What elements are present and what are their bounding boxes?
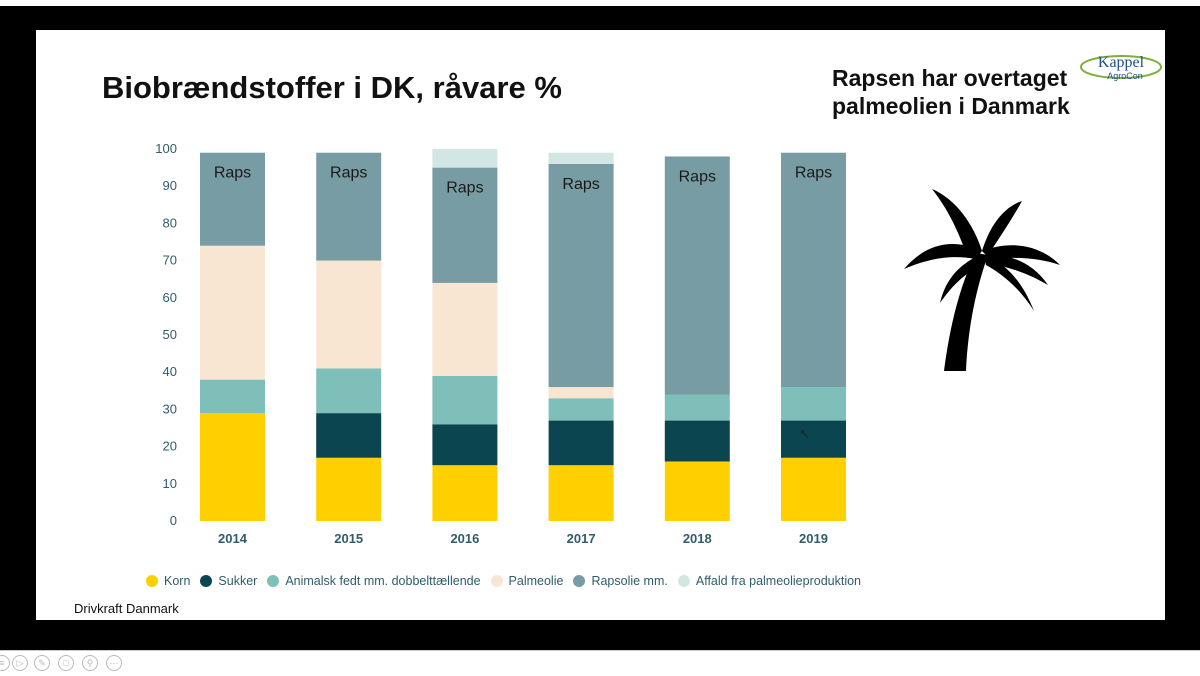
bar-segment-palmeolie-2014 xyxy=(200,245,265,380)
presentation-slide: Biobrændstoffer i DK, råvare % Rapsen ha… xyxy=(36,30,1165,620)
legend-label: Korn xyxy=(164,574,191,588)
legend-item-affald: Affald fra palmeolieproduktion xyxy=(677,574,862,588)
bar-annotation: Raps xyxy=(679,168,716,185)
chart-legend: Korn Sukker Animalsk fedt mm. dobbelttælle… xyxy=(146,573,871,589)
bar-annotation: Raps xyxy=(562,176,599,193)
bar-segment-animalsk-2014 xyxy=(200,379,265,414)
bar-annotation: Raps xyxy=(795,165,832,182)
bar-segment-rapsolie-2019 xyxy=(781,152,846,388)
logo-line-2: AgroCon xyxy=(1107,71,1143,81)
legend-swatch xyxy=(267,575,280,587)
bar-segment-animalsk-2019 xyxy=(781,387,846,421)
slide-menu-icon[interactable]: ≡ xyxy=(0,655,10,671)
bar-segment-palmeolie-2016 xyxy=(432,282,498,376)
legend-label: Affald fra palmeolieproduktion xyxy=(695,574,862,588)
y-tick-label: 70 xyxy=(163,253,177,268)
bar-segment-animalsk-2017 xyxy=(548,398,614,421)
bar-segment-animalsk-2018 xyxy=(664,394,730,421)
bar-segment-animalsk-2015 xyxy=(316,368,382,414)
zoom-icon[interactable]: ⚲ xyxy=(82,655,98,671)
y-tick-label: 40 xyxy=(163,364,177,379)
bar-segment-korn-2016 xyxy=(432,465,498,521)
bar-segment-rapsolie-2014 xyxy=(200,152,265,246)
bar-segment-sukker-2017 xyxy=(548,420,614,466)
logo-line-1: Kappel xyxy=(1098,54,1145,71)
bar-segment-korn-2014 xyxy=(200,413,265,521)
subtitle-line-2: palmeolien i Danmark xyxy=(832,93,1070,119)
slide-subtitle: Rapsen har overtaget palmeolien i Danmar… xyxy=(832,64,1132,120)
y-tick-label: 10 xyxy=(163,476,177,491)
subtitle-line-1: Rapsen har overtaget xyxy=(832,65,1068,91)
bar-segment-korn-2018 xyxy=(664,461,730,521)
bar-segment-palmeolie-2017 xyxy=(548,387,614,399)
bar-segment-korn-2015 xyxy=(316,457,382,521)
slide-title: Biobrændstoffer i DK, råvare % xyxy=(102,70,562,105)
y-tick-label: 80 xyxy=(163,215,177,230)
y-tick-label: 30 xyxy=(163,401,177,416)
stacked-bar-chart: 0 10 20 30 40 50 60 70 80 90 100 Raps 2014 Raps 2015 Ra… xyxy=(155,141,846,546)
play-icon[interactable]: ▷ xyxy=(12,655,28,671)
legend-item-palmeolie: Palmeolie xyxy=(490,574,564,588)
y-tick-label: 20 xyxy=(163,439,177,454)
x-tick-label: 2019 xyxy=(799,531,828,546)
bar-segment-affald-2017 xyxy=(548,152,614,164)
y-tick-label: 100 xyxy=(155,141,177,156)
bar-annotation: Raps xyxy=(214,165,251,182)
legend-swatch xyxy=(677,575,690,587)
y-tick-label: 0 xyxy=(170,513,177,528)
legend-label: Rapsolie mm. xyxy=(591,574,668,588)
mouse-pointer-icon: ↖ xyxy=(799,426,810,441)
window-top-strip xyxy=(0,0,1200,6)
x-tick-label: 2018 xyxy=(683,531,712,546)
bar-segment-affald-2016 xyxy=(432,149,498,168)
source-credit: Drivkraft Danmark xyxy=(74,601,179,616)
legend-swatch xyxy=(573,575,586,587)
legend-item-korn: Korn xyxy=(146,574,190,588)
legend-swatch xyxy=(490,575,503,587)
x-tick-label: 2016 xyxy=(450,531,479,546)
legend-item-rapsolie: Rapsolie mm. xyxy=(573,574,668,588)
y-tick-label: 50 xyxy=(163,327,177,342)
x-tick-label: 2014 xyxy=(218,531,248,546)
bar-segment-korn-2019 xyxy=(781,457,846,521)
legend-label: Palmeolie xyxy=(508,574,564,588)
bar-annotation: Raps xyxy=(330,165,367,182)
bar-segment-sukker-2019 xyxy=(781,420,846,458)
bar-segment-animalsk-2016 xyxy=(432,375,498,425)
legend-label: Sukker xyxy=(218,574,258,588)
x-tick-label: 2017 xyxy=(567,531,596,546)
bar-segment-sukker-2015 xyxy=(316,413,382,458)
kappel-agrocon-logo: Kappel AgroCon xyxy=(1080,54,1162,81)
bar-segment-sukker-2018 xyxy=(664,420,730,462)
bar-segment-rapsolie-2018 xyxy=(664,156,730,395)
legend-swatch xyxy=(200,575,213,587)
legend-swatch xyxy=(146,575,158,587)
y-tick-label: 60 xyxy=(163,290,177,305)
bar-segment-rapsolie-2017 xyxy=(548,163,614,388)
y-tick-label: 90 xyxy=(163,178,177,193)
x-tick-label: 2015 xyxy=(334,531,363,546)
slides-icon[interactable]: □ xyxy=(58,655,74,671)
bar-segment-rapsolie-2015 xyxy=(316,152,382,261)
presenter-toolbar: ≡ ▷ ✎ □ ⚲ ⋯ xyxy=(0,650,1200,676)
pen-icon[interactable]: ✎ xyxy=(34,655,50,671)
legend-item-sukker: Sukker xyxy=(200,574,257,588)
more-icon[interactable]: ⋯ xyxy=(106,655,122,671)
bar-segment-korn-2017 xyxy=(548,465,614,521)
legend-label: Animalsk fedt mm. dobbelttællende xyxy=(285,574,481,588)
bar-annotation: Raps xyxy=(446,180,483,197)
bar-segment-rapsolie-2016 xyxy=(432,167,498,283)
bar-segment-sukker-2016 xyxy=(432,424,498,466)
legend-item-animalsk: Animalsk fedt mm. dobbelttællende xyxy=(267,574,481,588)
palm-tree-icon xyxy=(904,189,1060,371)
bar-segment-palmeolie-2015 xyxy=(316,260,382,369)
